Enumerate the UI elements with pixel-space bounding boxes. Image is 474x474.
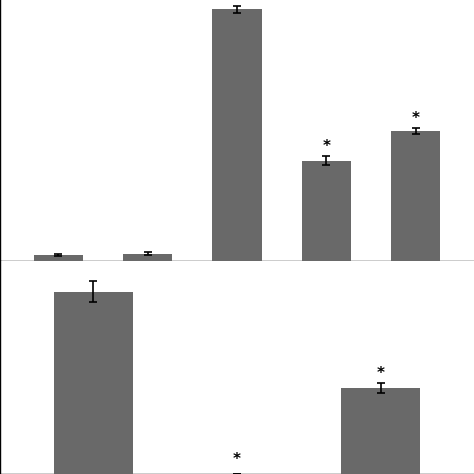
Bar — [54, 292, 133, 474]
Bar — [212, 9, 262, 261]
Bar — [34, 255, 83, 261]
Bar — [341, 388, 420, 474]
Bar — [302, 161, 351, 261]
Text: *: * — [322, 138, 330, 154]
Text: *: * — [233, 452, 241, 467]
Text: *: * — [412, 110, 420, 126]
Bar — [391, 131, 440, 261]
Bar — [123, 254, 172, 261]
Text: *: * — [377, 366, 384, 381]
